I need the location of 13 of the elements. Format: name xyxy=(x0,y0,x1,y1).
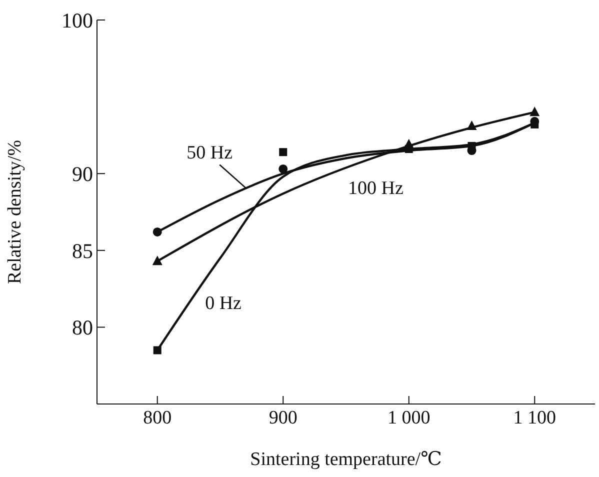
series-label: 100 Hz xyxy=(348,178,404,199)
x-tick-label: 1 100 xyxy=(513,407,556,428)
series-label: 0 Hz xyxy=(205,292,242,314)
series-label: 50 Hz xyxy=(186,142,233,164)
x-tick-label: 900 xyxy=(268,407,298,428)
y-tick-label: 100 xyxy=(62,8,93,32)
y-axis-title: Relative density/% xyxy=(4,140,26,284)
y-tick-label: 90 xyxy=(72,162,93,186)
x-tick-label: 800 xyxy=(143,407,172,428)
y-tick-label: 85 xyxy=(72,238,93,263)
x-axis-title: Sintering temperature/℃ xyxy=(250,449,442,470)
y-tick-label: 80 xyxy=(72,316,93,340)
x-tick-label: 1 000 xyxy=(388,407,430,428)
